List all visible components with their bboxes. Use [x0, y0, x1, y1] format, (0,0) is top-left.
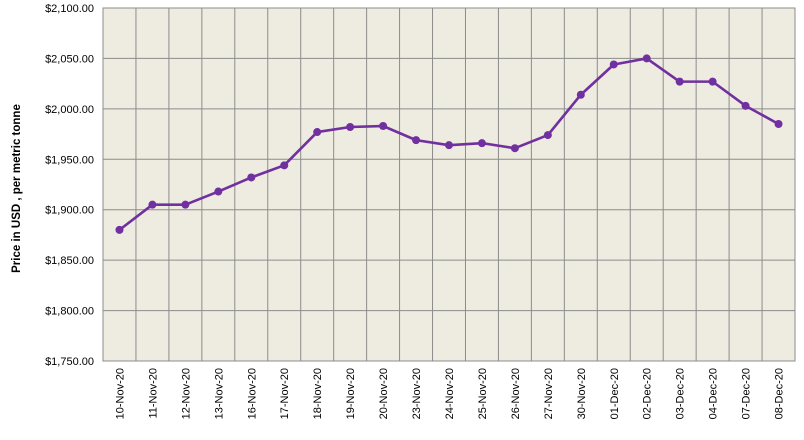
x-tick-label: 02-Dec-20 — [642, 368, 654, 419]
y-tick-label: $1,800.00 — [45, 306, 94, 318]
x-tick-label: 17-Nov-20 — [279, 368, 291, 419]
data-point — [247, 173, 256, 182]
data-point — [774, 119, 783, 128]
y-tick-label: $2,100.00 — [45, 3, 94, 15]
data-point — [708, 77, 717, 86]
x-tick-label: 03-Dec-20 — [675, 368, 687, 419]
data-point — [181, 200, 190, 209]
x-tick-label: 26-Nov-20 — [510, 368, 522, 419]
x-tick-label: 12-Nov-20 — [180, 368, 192, 419]
x-tick-label: 27-Nov-20 — [543, 368, 555, 419]
data-point — [543, 131, 552, 140]
x-tick-label: 20-Nov-20 — [378, 368, 390, 419]
data-point — [741, 101, 750, 110]
x-tick-label: 19-Nov-20 — [345, 368, 357, 419]
data-point — [148, 200, 157, 209]
data-point — [379, 122, 388, 131]
x-tick-label: 30-Nov-20 — [576, 368, 588, 419]
x-tick-label: 01-Dec-20 — [609, 368, 621, 419]
x-tick-label: 16-Nov-20 — [246, 368, 258, 419]
y-axis-title: Price in USD , per metric tonne — [11, 104, 23, 273]
data-points — [115, 54, 783, 234]
y-tick-label: $1,900.00 — [45, 205, 94, 217]
x-tick-label: 11-Nov-20 — [147, 368, 159, 419]
x-tick-label: 08-Dec-20 — [774, 368, 786, 419]
x-tick-label: 13-Nov-20 — [213, 368, 225, 419]
x-tick-label: 04-Dec-20 — [708, 368, 720, 419]
data-point — [510, 144, 519, 153]
data-point — [445, 141, 453, 150]
x-tick-label: 07-Dec-20 — [741, 368, 753, 419]
y-tick-label: $1,850.00 — [45, 255, 94, 267]
data-point — [115, 225, 124, 234]
y-tick-label: $2,000.00 — [45, 104, 94, 116]
x-axis-ticks: 10-Nov-20 11-Nov-20 12-Nov-20 13-Nov-20 16-N… — [114, 368, 785, 419]
data-point — [346, 123, 355, 132]
x-tick-label: 23-Nov-20 — [411, 368, 423, 419]
data-point — [675, 77, 684, 86]
data-point — [313, 128, 322, 137]
data-point — [642, 54, 651, 63]
x-tick-label: 24-Nov-20 — [444, 368, 456, 419]
data-point — [609, 60, 618, 69]
x-tick-label: 10-Nov-20 — [114, 368, 126, 419]
plot-area — [102, 7, 796, 362]
y-axis-ticks: $1,750.00 $1,800.00 $1,850.00 $1,900.00 $1,9… — [45, 3, 94, 368]
data-point — [214, 187, 223, 196]
data-point — [576, 90, 585, 99]
data-point — [412, 136, 421, 145]
data-point — [280, 161, 289, 170]
y-tick-label: $1,950.00 — [45, 154, 94, 166]
y-tick-label: $1,750.00 — [45, 356, 94, 368]
x-tick-label: 25-Nov-20 — [477, 368, 489, 419]
y-tick-label: $2,050.00 — [45, 53, 94, 65]
x-tick-label: 18-Nov-20 — [312, 368, 324, 419]
data-point — [477, 139, 486, 148]
